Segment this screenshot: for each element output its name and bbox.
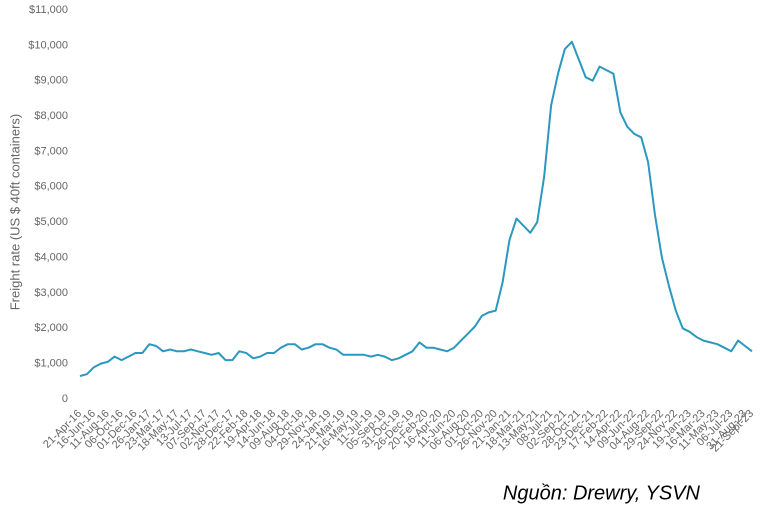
- y-tick-label: 0: [62, 393, 68, 405]
- y-tick-label: $7,000: [34, 145, 68, 157]
- data-line: [79, 40, 753, 377]
- y-tick-label: $1,000: [34, 358, 68, 370]
- y-tick-label: $4,000: [34, 251, 68, 263]
- y-tick-label: $10,000: [28, 39, 68, 51]
- y-tick-label: $8,000: [34, 110, 68, 122]
- y-tick-label: $3,000: [34, 287, 68, 299]
- y-tick-label: $9,000: [34, 75, 68, 87]
- y-tick-label: $11,000: [29, 4, 68, 16]
- y-tick-label: $5,000: [34, 216, 68, 228]
- y-axis-title: Freight rate (US $ 40ft containers): [7, 114, 22, 311]
- y-tick-label: $6,000: [34, 181, 68, 193]
- y-tick-label: $2,000: [34, 322, 68, 334]
- source-note: Nguồn: Drewry, YSVN: [503, 482, 701, 504]
